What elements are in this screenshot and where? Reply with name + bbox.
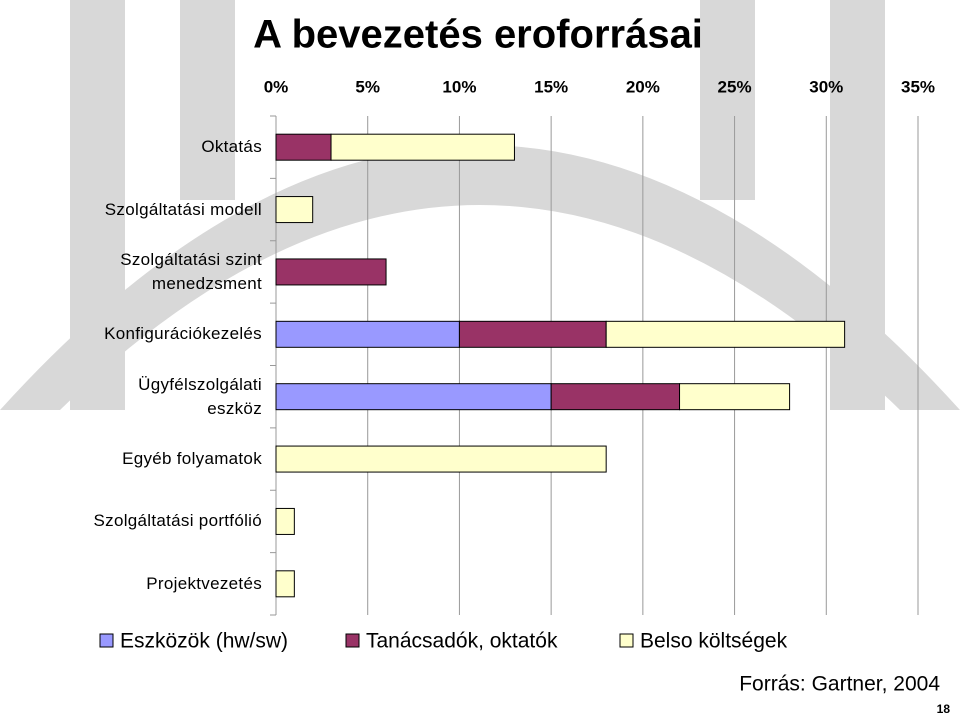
bar-segment xyxy=(550,383,681,411)
bar-segment xyxy=(458,320,607,348)
chart-title: A bevezetés eroforrásai xyxy=(253,13,703,57)
bar-segment xyxy=(275,320,460,348)
x-tick-label: 20% xyxy=(626,77,660,96)
bar-segment xyxy=(275,507,295,535)
bar-segment xyxy=(275,258,387,286)
y-tick-label: Szolgáltatási portfólió xyxy=(93,511,262,531)
x-tick-label: 5% xyxy=(355,77,380,96)
y-tick-label: Ügyfélszolgálati eszköz xyxy=(138,374,262,418)
legend-label: Eszközök (hw/sw) xyxy=(120,630,288,653)
y-tick-label: Szolgáltatási szint menedzsment xyxy=(120,249,262,293)
bar-segment xyxy=(275,570,295,598)
x-tick-label: 0% xyxy=(264,77,289,96)
legend-swatch xyxy=(619,633,634,648)
bar-segment xyxy=(330,133,515,161)
y-tick-label: Konfigurációkezelés xyxy=(104,324,262,344)
bar-segment xyxy=(275,445,607,473)
legend-label: Belso költségek xyxy=(640,630,788,653)
x-tick-label: 30% xyxy=(809,77,843,96)
bar-segment xyxy=(679,383,791,411)
source: Forrás: Gartner, 2004 xyxy=(739,673,940,696)
bar-segment xyxy=(605,320,846,348)
y-tick-label: Egyéb folyamatok xyxy=(122,449,262,469)
legend-swatch xyxy=(99,633,114,648)
x-tick-label: 10% xyxy=(442,77,476,96)
legend-swatch xyxy=(345,633,360,648)
x-tick-label: 15% xyxy=(534,77,568,96)
bar-segment xyxy=(275,133,332,161)
bar-segment xyxy=(275,383,552,411)
y-tick-label: Szolgáltatási modell xyxy=(104,199,262,219)
y-tick-label: Projektvezetés xyxy=(146,573,262,593)
bar-segment xyxy=(275,196,314,224)
page-number: 18 xyxy=(937,702,951,716)
x-tick-label: 35% xyxy=(901,77,935,96)
legend-label: Tanácsadók, oktatók xyxy=(366,630,558,653)
x-tick-label: 25% xyxy=(718,77,752,96)
y-tick-label: Oktatás xyxy=(201,137,262,157)
watermark xyxy=(0,0,960,410)
